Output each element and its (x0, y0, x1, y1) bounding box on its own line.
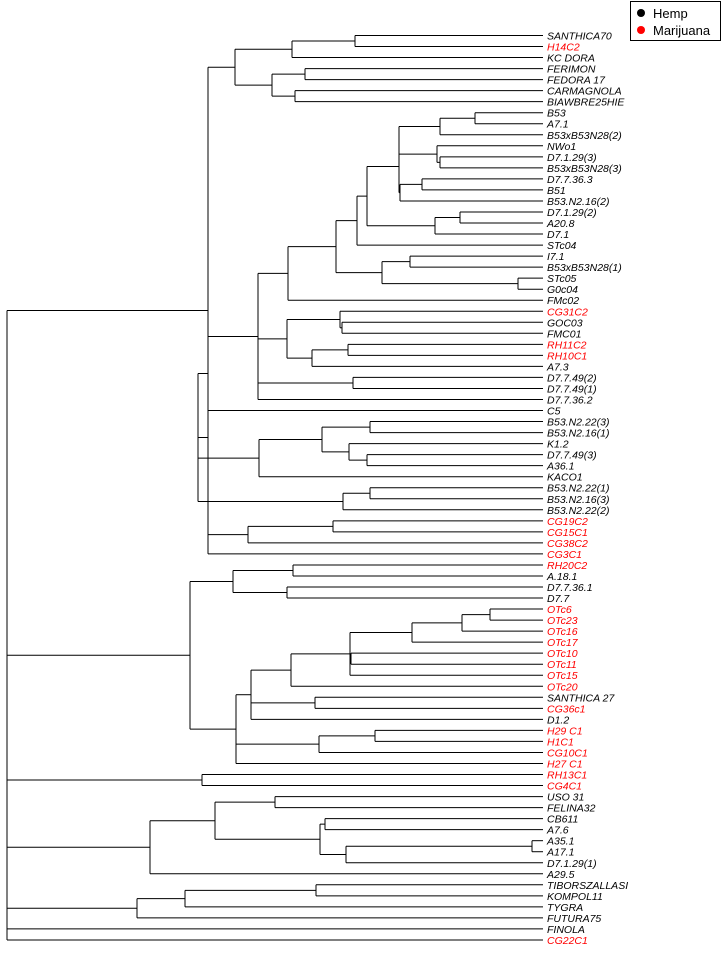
leaf-label: H14C2 (547, 42, 580, 54)
dendrogram-branches (6, 35, 543, 941)
leaf-label: A7.3 (546, 361, 569, 373)
leaf-label: B53.N2.22(1) (547, 483, 609, 495)
leaf-label: RH13C1 (547, 770, 587, 782)
leaf-label: CG10C1 (547, 747, 588, 759)
leaf-label: B51 (547, 185, 566, 197)
leaf-label: A7.1 (546, 119, 569, 131)
leaf-label: OTc17 (547, 637, 579, 649)
leaf-label: A7.6 (546, 825, 569, 837)
leaf-label: KOMPOL11 (547, 891, 603, 903)
leaf-label: B53xB53N28(3) (547, 163, 622, 175)
leaf-label: I7.1 (547, 251, 565, 263)
leaf-label: RH20C2 (547, 560, 587, 572)
leaf-label: B53.N2.16(2) (547, 196, 609, 208)
legend-hemp-label: Hemp (653, 5, 688, 21)
leaf-label: SANTHICA 27 (547, 692, 615, 704)
leaf-label: USO 31 (547, 792, 584, 804)
leaf-label: BIAWBRE25HIE (547, 97, 625, 109)
leaf-label: CG38C2 (547, 538, 588, 550)
leaf-label: TIBORSZALLASI (547, 880, 628, 892)
leaf-label: A20.8 (546, 218, 575, 230)
leaf-label: OTc11 (547, 659, 577, 671)
leaf-label: A.18.1 (546, 571, 577, 583)
leaf-label: B53.N2.22(3) (547, 417, 609, 429)
leaf-label: B53.N2.16(1) (547, 428, 609, 440)
leaf-label: B53xB53N28(1) (547, 262, 622, 274)
leaf-label: D7.7.49(1) (547, 383, 597, 395)
leaf-label: STc05 (547, 273, 577, 285)
leaf-label: OTc6 (547, 604, 572, 616)
leaf-label: OTc23 (547, 615, 578, 627)
leaf-label: D7.1 (547, 229, 569, 241)
leaf-label: RH11C2 (547, 339, 587, 351)
leaf-label: B53.N2.16(3) (547, 494, 609, 506)
leaf-label: H27 C1 (547, 758, 583, 770)
leaf-label: STc04 (547, 240, 577, 252)
leaf-label: B53.N2.22(2) (547, 505, 609, 517)
leaf-label: CG4C1 (547, 781, 582, 793)
leaf-label: FINOLA (547, 924, 585, 936)
leaf-label: KACO1 (547, 472, 583, 484)
leaf-label: G0c04 (547, 284, 578, 296)
leaf-label: TYGRA (547, 902, 583, 914)
leaf-label: D7.7 (547, 593, 570, 605)
leaf-label: CARMAGNOLA (547, 86, 622, 98)
leaf-label: A17.1 (546, 847, 574, 859)
leaf-label: OTc10 (547, 648, 578, 660)
leaf-label: FMC01 (547, 328, 581, 340)
leaf-label: SANTHICA70 (547, 31, 612, 43)
leaf-label: FUTURA75 (547, 913, 601, 925)
leaf-label: FMc02 (547, 295, 579, 307)
leaf-label: D7.7.36.2 (547, 394, 593, 406)
leaf-label: D7.1.29(1) (547, 858, 597, 870)
leaf-label: B53 (547, 108, 566, 120)
legend-marijuana-label: Marijuana (653, 22, 711, 38)
leaf-label: A36.1 (546, 461, 574, 473)
leaf-label: KC DORA (547, 53, 595, 65)
leaf-label: OTc15 (547, 670, 578, 682)
leaf-label: RH10C1 (547, 350, 587, 362)
leaf-label: CG36c1 (547, 703, 586, 715)
leaf-label: K1.2 (547, 439, 569, 451)
leaf-label: NWo1 (547, 141, 576, 153)
legend-marijuana-dot-icon (637, 26, 645, 34)
leaf-label: CG22C1 (547, 935, 588, 947)
leaf-label: A35.1 (546, 836, 574, 848)
legend-hemp-dot-icon (637, 9, 645, 17)
legend-item-marijuana: Marijuana (637, 22, 710, 38)
leaf-label: H29 C1 (547, 725, 583, 737)
leaf-label: D7.7.49(3) (547, 450, 597, 462)
leaf-label: A29.5 (546, 869, 575, 881)
leaf-label: OTc16 (547, 626, 578, 638)
leaf-label: C5 (547, 406, 561, 418)
leaf-label: CG31C2 (547, 306, 588, 318)
leaf-label: D1.2 (547, 714, 569, 726)
leaf-label: D7.7.49(2) (547, 372, 597, 384)
leaf-label: CG19C2 (547, 516, 588, 528)
leaf-label: FEDORA 17 (547, 75, 606, 87)
leaf-label: FELINA32 (547, 803, 596, 815)
leaf-label: OTc20 (547, 681, 578, 693)
leaf-label: D7.7.36.3 (547, 174, 593, 186)
leaf-label: D7.1.29(3) (547, 152, 597, 164)
leaf-label: CB611 (547, 814, 578, 826)
leaf-label: D7.1.29(2) (547, 207, 597, 219)
leaf-label: CG3C1 (547, 549, 582, 561)
legend: Hemp Marijuana (630, 1, 721, 41)
leaf-label: H1C1 (547, 736, 574, 748)
leaf-label: B53xB53N28(2) (547, 130, 622, 142)
leaf-label: FERIMON (547, 64, 596, 76)
leaf-label: CG15C1 (547, 527, 588, 539)
leaf-label: D7.7.36.1 (547, 582, 593, 594)
legend-item-hemp: Hemp (637, 5, 688, 21)
leaf-label: GOC03 (547, 317, 583, 329)
